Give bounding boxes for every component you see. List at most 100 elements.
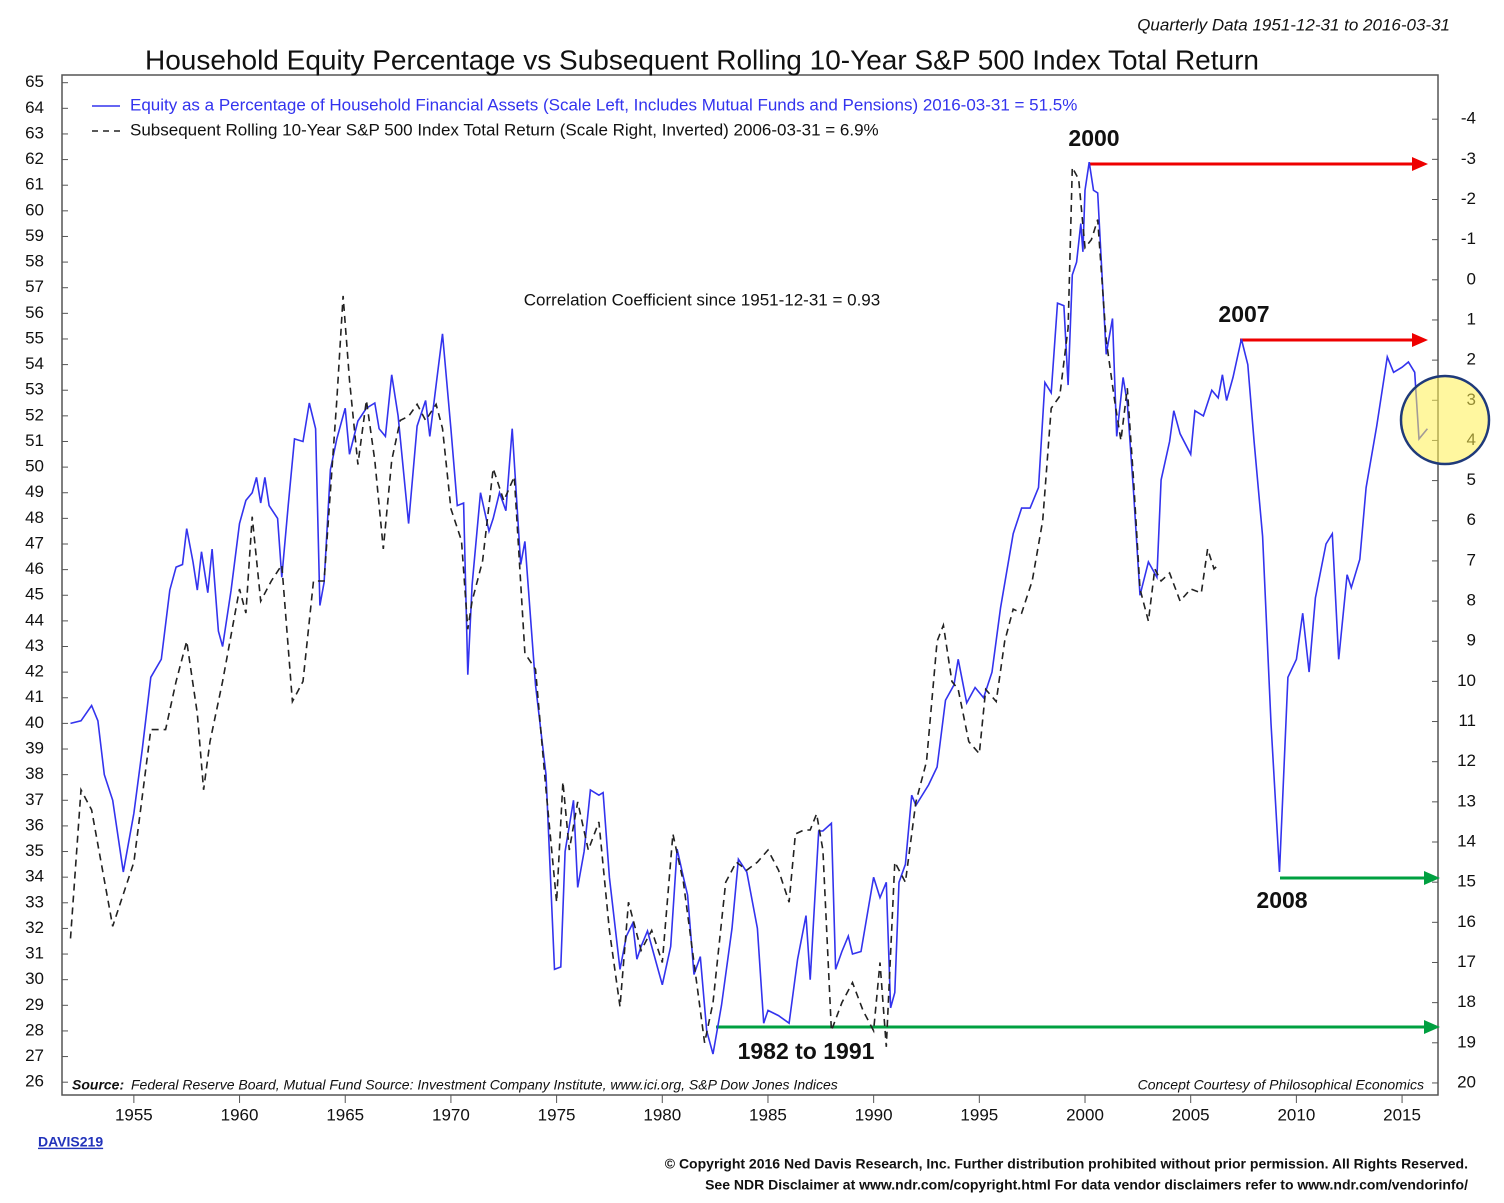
y2-tick-label: 5 bbox=[1467, 470, 1476, 489]
y-tick-label: 50 bbox=[25, 457, 44, 476]
y-tick-label: 65 bbox=[25, 72, 44, 91]
source: Federal Reserve Board, Mutual Fund Sourc… bbox=[131, 1077, 838, 1093]
y2-tick-label: 14 bbox=[1457, 831, 1476, 850]
y-tick-label: 33 bbox=[25, 892, 44, 911]
subtitle: Quarterly Data 1951-12-31 to 2016-03-31 bbox=[1137, 15, 1450, 34]
x-tick-label: 2005 bbox=[1172, 1105, 1210, 1124]
annotation: Correlation Coefficient since 1951-12-31… bbox=[524, 290, 880, 309]
y-tick-label: 38 bbox=[25, 764, 44, 783]
plot-frame bbox=[61, 74, 1439, 1096]
y-tick-label: 29 bbox=[25, 995, 44, 1014]
y-tick-label: 43 bbox=[25, 636, 44, 655]
y-tick-label: 39 bbox=[25, 739, 44, 758]
y-tick-label: 54 bbox=[25, 354, 44, 373]
y2-tick-label: -4 bbox=[1461, 109, 1476, 128]
y-tick-label: 62 bbox=[25, 149, 44, 168]
arrowhead bbox=[1412, 157, 1428, 171]
y-tick-label: 30 bbox=[25, 969, 44, 988]
y-tick-label: 34 bbox=[25, 867, 44, 886]
x-tick-label: 1990 bbox=[855, 1105, 893, 1124]
y2-tick-label: 1 bbox=[1467, 309, 1476, 328]
y-tick-label: 47 bbox=[25, 533, 44, 552]
y2-tick-label: 2 bbox=[1467, 350, 1476, 369]
y2-tick-label: 15 bbox=[1457, 872, 1476, 891]
y2-tick-label: 6 bbox=[1467, 510, 1476, 529]
y-tick-label: 53 bbox=[25, 380, 44, 399]
y2-tick-label: -1 bbox=[1461, 229, 1476, 248]
arrows bbox=[716, 157, 1440, 1034]
y-tick-label: 28 bbox=[25, 1020, 44, 1039]
y-tick-label: 32 bbox=[25, 918, 44, 937]
legend-label: Equity as a Percentage of Household Fina… bbox=[130, 95, 1077, 114]
y-tick-label: 57 bbox=[25, 277, 44, 296]
x-tick-label: 1965 bbox=[326, 1105, 364, 1124]
y-tick-label: 26 bbox=[25, 1072, 44, 1091]
x-tick-label: 1960 bbox=[221, 1105, 259, 1124]
y-tick-label: 48 bbox=[25, 508, 44, 527]
y-tick-label: 59 bbox=[25, 226, 44, 245]
annotation: 1982 to 1991 bbox=[738, 1038, 875, 1064]
chart-id: DAVIS219 bbox=[38, 1134, 103, 1150]
y-tick-label: 46 bbox=[25, 559, 44, 578]
series-line bbox=[70, 161, 1429, 1055]
y-tick-label: 55 bbox=[25, 328, 44, 347]
x-tick-label: 1985 bbox=[749, 1105, 787, 1124]
y2-tick-label: -2 bbox=[1461, 189, 1476, 208]
footer: © Copyright 2016 Ned Davis Research, Inc… bbox=[665, 1156, 1468, 1172]
chart-title: Household Equity Percentage vs Subsequen… bbox=[145, 44, 1259, 75]
annotation: 2007 bbox=[1218, 301, 1269, 327]
y2-tick-label: 17 bbox=[1457, 952, 1476, 971]
x-tick-label: 2000 bbox=[1066, 1105, 1104, 1124]
legend-label: Subsequent Rolling 10-Year S&P 500 Index… bbox=[130, 120, 879, 139]
annotation: 2000 bbox=[1068, 125, 1119, 151]
source-label: Source: bbox=[72, 1077, 124, 1093]
x-tick-label: 2015 bbox=[1383, 1105, 1421, 1124]
arrowhead bbox=[1424, 871, 1440, 885]
y-tick-label: 35 bbox=[25, 841, 44, 860]
y-tick-label: 27 bbox=[25, 1046, 44, 1065]
annotation: 2008 bbox=[1256, 887, 1307, 913]
y2-tick-label: 11 bbox=[1458, 711, 1476, 730]
arrowhead bbox=[1424, 1020, 1440, 1034]
x-tick-label: 1975 bbox=[538, 1105, 576, 1124]
x-tick-label: 1995 bbox=[960, 1105, 998, 1124]
y-tick-label: 52 bbox=[25, 405, 44, 424]
y2-tick-label: 19 bbox=[1457, 1032, 1476, 1051]
y-tick-label: 40 bbox=[25, 713, 44, 732]
highlight-circle bbox=[1399, 374, 1491, 466]
y-tick-label: 64 bbox=[25, 98, 44, 117]
y-tick-label: 31 bbox=[25, 944, 44, 963]
y2-tick-label: 9 bbox=[1467, 631, 1476, 650]
y2-tick-label: 16 bbox=[1457, 912, 1476, 931]
x-tick-label: 1970 bbox=[432, 1105, 470, 1124]
y-tick-label: 49 bbox=[25, 482, 44, 501]
y-tick-label: 51 bbox=[25, 431, 44, 450]
y-tick-label: 60 bbox=[25, 200, 44, 219]
y-tick-label: 42 bbox=[25, 662, 44, 681]
y-tick-label: 58 bbox=[25, 252, 44, 271]
y-tick-label: 36 bbox=[25, 815, 44, 834]
y2-tick-label: 12 bbox=[1457, 751, 1476, 770]
y2-tick-label: 18 bbox=[1457, 992, 1476, 1011]
y2-tick-label: 20 bbox=[1457, 1072, 1476, 1091]
y2-tick-label: -3 bbox=[1461, 149, 1476, 168]
y-tick-label: 56 bbox=[25, 303, 44, 322]
x-tick-label: 1980 bbox=[643, 1105, 681, 1124]
y-tick-label: 45 bbox=[25, 585, 44, 604]
y-tick-label: 63 bbox=[25, 123, 44, 142]
y-tick-label: 61 bbox=[25, 175, 44, 194]
footer: See NDR Disclaimer at www.ndr.com/copyri… bbox=[705, 1177, 1468, 1193]
y2-tick-label: 13 bbox=[1457, 791, 1476, 810]
x-tick-label: 1955 bbox=[115, 1105, 153, 1124]
x-tick-label: 2010 bbox=[1277, 1105, 1315, 1124]
y-tick-label: 37 bbox=[25, 790, 44, 809]
y2-tick-label: 7 bbox=[1467, 550, 1476, 569]
arrowhead bbox=[1412, 333, 1428, 347]
y2-tick-label: 0 bbox=[1467, 269, 1476, 288]
y2-tick-label: 10 bbox=[1457, 671, 1476, 690]
y2-tick-label: 8 bbox=[1467, 591, 1476, 610]
y-tick-label: 41 bbox=[25, 687, 44, 706]
credit: Concept Courtesy of Philosophical Econom… bbox=[1138, 1077, 1424, 1093]
y-tick-label: 44 bbox=[25, 610, 44, 629]
